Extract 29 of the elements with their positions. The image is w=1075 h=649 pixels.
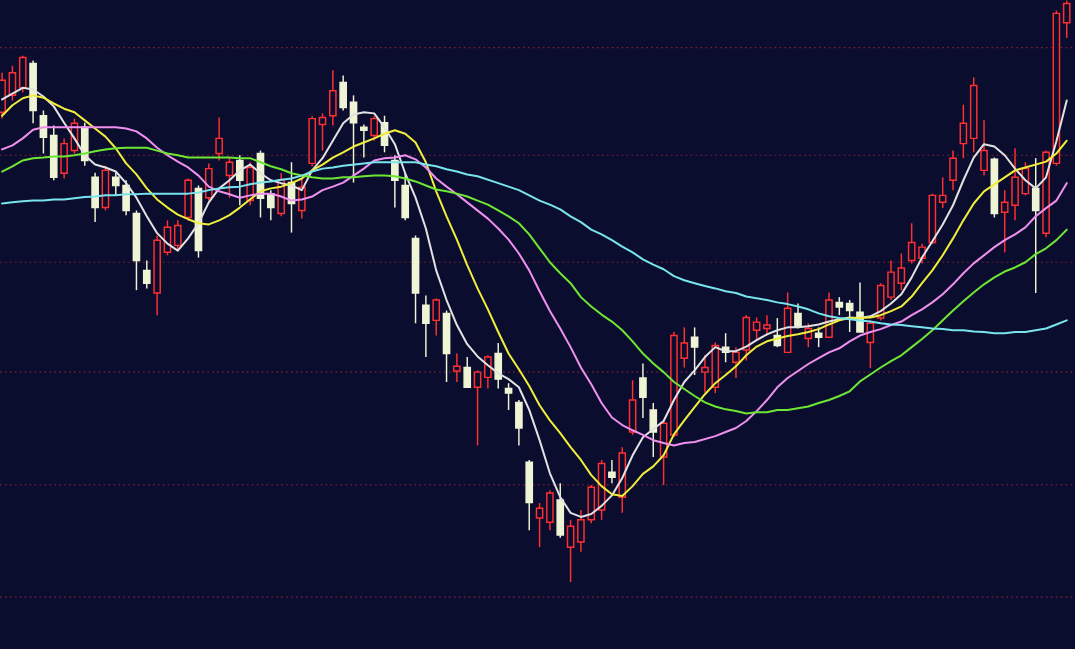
candlestick xyxy=(1031,157,1040,294)
candlestick xyxy=(701,354,709,394)
candlestick xyxy=(29,59,37,125)
candlestick xyxy=(1011,147,1019,222)
candlestick xyxy=(763,314,771,337)
candlestick xyxy=(339,74,348,112)
candlestick xyxy=(887,259,895,301)
candlestick xyxy=(577,509,585,553)
candlestick xyxy=(608,459,616,484)
candlestick xyxy=(329,69,337,127)
candlestick xyxy=(515,399,523,447)
candlestick xyxy=(546,489,554,532)
candlestick xyxy=(980,119,988,177)
candlestick xyxy=(308,115,317,168)
candlestick xyxy=(949,149,957,191)
candlestick xyxy=(494,342,503,390)
candlestick xyxy=(91,171,99,223)
candlestick xyxy=(794,302,802,329)
candlestick xyxy=(484,354,492,390)
candlestick xyxy=(266,189,275,222)
candlestick xyxy=(422,294,430,358)
candlestick xyxy=(360,123,368,159)
candlestick xyxy=(60,137,68,180)
candlestick xyxy=(453,352,461,383)
candlestick xyxy=(142,259,151,290)
candlestick xyxy=(153,234,161,316)
candlestick xyxy=(111,171,120,197)
candlestick xyxy=(432,297,441,337)
candlestick xyxy=(639,362,647,419)
